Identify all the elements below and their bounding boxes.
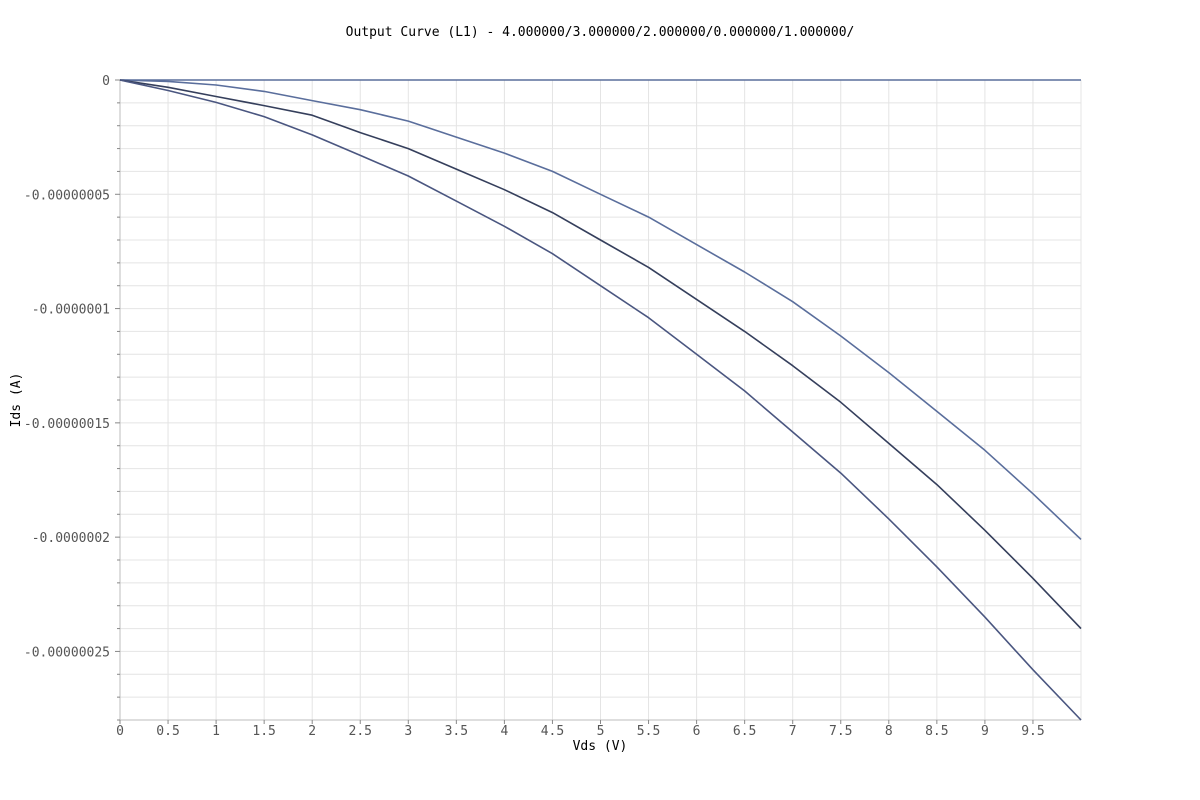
x-tick-label: 6.5 [733,724,756,739]
x-tick-label: 6 [693,724,701,739]
series-line-4 [119,79,1082,721]
y-tick-label: 0 [102,74,110,89]
x-tick-label: 9.5 [1021,724,1044,739]
x-tick-label: 0 [116,724,124,739]
tick-labels: 0 0.5 1 1.5 2 2.5 3 3.5 4 4.5 5 5.5 6 6.5 7 7.5 8 8.5 9 9.5… [24,74,1045,739]
x-tick-label: 7.5 [829,724,852,739]
x-tick-label: 4.5 [541,724,564,739]
y-tick-label: -0.00000015 [24,417,110,432]
x-tick-label: 3.5 [445,724,468,739]
y-axis-label: Ids (A) [9,373,24,428]
x-tick-label: 4 [500,724,508,739]
x-tick-label: 8 [885,724,893,739]
data-series [119,79,1082,721]
x-tick-label: 1 [212,724,220,739]
x-tick-label: 2 [308,724,316,739]
x-tick-label: 5.5 [637,724,660,739]
series-line-2 [119,79,1082,540]
y-tick-label: -0.00000025 [24,645,110,660]
y-tick-label: -0.0000001 [32,303,110,318]
x-tick-label: 3 [404,724,412,739]
axes [115,79,1081,724]
x-tick-label: 5 [597,724,605,739]
series-line-3 [119,79,1082,630]
x-tick-label: 9 [981,724,989,739]
y-tick-label: -0.0000002 [32,531,110,546]
x-tick-label: 8.5 [925,724,948,739]
x-tick-label: 1.5 [252,724,275,739]
chart-title: Output Curve (L1) - 4.000000/3.000000/2.… [346,25,855,40]
x-tick-label: 0.5 [156,724,179,739]
x-tick-label: 2.5 [349,724,372,739]
x-tick-label: 7 [789,724,797,739]
x-axis-label: Vds (V) [573,739,628,754]
grid-lines [120,80,1082,721]
y-tick-label: -0.00000005 [24,188,110,203]
